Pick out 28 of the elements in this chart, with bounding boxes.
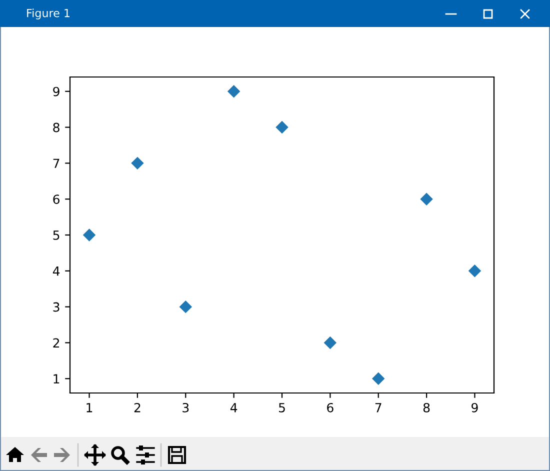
x-tick-label: 4 bbox=[230, 403, 238, 412]
caption: Figure 1 bbox=[27, 8, 70, 20]
x-tick-label: 1 bbox=[86, 403, 92, 412]
point bbox=[131, 156, 144, 170]
point bbox=[468, 264, 482, 278]
y-tick-label: 9 bbox=[53, 86, 60, 96]
y-tick-label: 3 bbox=[53, 302, 60, 312]
x-tick-label: 3 bbox=[182, 402, 189, 412]
y-tick-label: 7 bbox=[53, 158, 60, 168]
y-tick-label: 4 bbox=[52, 266, 60, 276]
x-tick-label: 9 bbox=[472, 402, 478, 412]
x-tick-label: 6 bbox=[327, 402, 334, 412]
point bbox=[276, 120, 288, 134]
point bbox=[372, 372, 385, 385]
point bbox=[324, 336, 337, 350]
x-tick-label: 8 bbox=[423, 402, 430, 412]
y-tick-label: 5 bbox=[53, 230, 60, 240]
point bbox=[227, 85, 240, 98]
y-tick-label: 2 bbox=[53, 338, 60, 348]
point bbox=[82, 228, 96, 242]
y-tick-label: 8 bbox=[53, 122, 60, 132]
x-tick-label: 7 bbox=[375, 403, 382, 412]
x-tick-label: 2 bbox=[134, 402, 140, 412]
y-tick-label: 6 bbox=[53, 194, 60, 204]
x-tick-label: 5 bbox=[278, 403, 285, 412]
point bbox=[179, 300, 192, 314]
y-tick-label: 1 bbox=[54, 374, 60, 384]
point bbox=[420, 192, 433, 206]
